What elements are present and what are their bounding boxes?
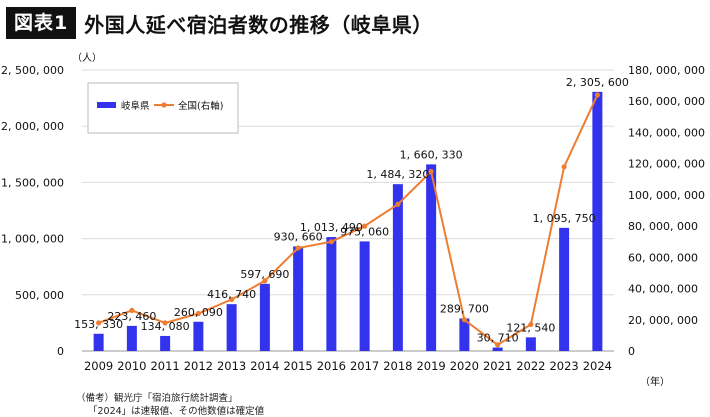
data-label: 260, 090 [174,306,223,319]
x-tick-label: 2010 [117,359,146,373]
data-label: 30, 710 [477,332,519,345]
bar [359,241,370,351]
bar [326,237,337,351]
right-axis-unit: （年） [640,375,670,388]
legend-swatch-bar [97,102,116,108]
line-path [98,94,599,347]
bar [525,337,536,351]
x-tick-label: 2018 [383,359,412,373]
right-tick-label: 20, 000, 000 [628,314,698,327]
data-label: 134, 080 [141,320,190,333]
figure-badge: 図表1 [6,7,77,39]
x-tick-label: 2024 [583,359,612,373]
line-point [362,223,368,229]
bar [160,335,171,351]
data-label: 1, 095, 750 [533,212,596,225]
x-tick-label: 2015 [283,359,312,373]
line-point [395,201,401,207]
bar-series [93,91,603,352]
x-tick-label: 2017 [350,359,379,373]
line-point [129,307,135,314]
x-tick-label: 2012 [184,359,213,373]
line-point [262,278,268,284]
left-tick-label: 1, 000, 000 [1,233,64,246]
legend: 岐阜県 全国(右軸) [87,82,239,134]
right-tick-label: 100, 000, 000 [628,189,705,202]
axes: 0 500, 000 1, 000, 000 1, 500, 000 2, 000, 0… [1,52,705,388]
footnote-note: 「2024」は速報値、その他数値は確定値 [88,406,265,417]
chart-header: 図表1 外国人延べ宿泊者数の推移（岐阜県） [6,6,433,40]
right-tick-label: 0 [628,345,635,358]
gridlines [82,69,614,352]
line-point [428,168,434,175]
bar [193,321,204,351]
data-label: 975, 060 [340,225,389,238]
data-label: 223, 460 [107,310,156,323]
x-tick-label: 2023 [549,359,578,373]
legend-label-line: 全国(右軸) [178,100,223,112]
bar [592,91,603,352]
bar [226,304,237,351]
legend-marker-line [161,102,167,108]
chart-title: 外国人延べ宿泊者数の推移（岐阜県） [84,12,433,37]
right-tick-label: 80, 000, 000 [628,220,698,233]
line-series [96,92,600,348]
x-tick-label: 2021 [483,359,512,373]
legend-label-bar: 岐阜県 [121,100,150,112]
x-tick-label: 2019 [416,359,445,373]
x-tick-label: 2013 [217,359,246,373]
right-tick-label: 180, 000, 000 [628,64,705,77]
left-tick-label: 2, 500, 000 [1,64,64,77]
left-axis-unit: （人） [72,52,102,64]
footnote-source: （備考）観光庁「宿泊旅行統計調査」 [76,393,238,404]
bar [293,246,304,351]
data-label: 1, 013, 490 [300,221,363,234]
x-tick-label: 2016 [317,359,346,373]
bar [426,164,437,351]
line-point [461,317,467,323]
right-tick-label: 120, 000, 000 [628,158,705,171]
right-tick-label: 60, 000, 000 [628,251,698,264]
bar [126,325,137,351]
line-point [295,245,301,251]
x-tick-label: 2009 [84,359,113,373]
data-label: 121, 540 [506,321,555,334]
left-tick-label: 0 [57,345,64,358]
bar [559,227,570,351]
right-tick-label: 40, 000, 000 [628,283,698,296]
bar [259,283,270,351]
bar [459,318,470,351]
right-tick-label: 160, 000, 000 [628,95,705,108]
line-point [162,320,168,326]
line-point [561,164,567,170]
data-label: 930, 660 [274,230,323,243]
data-label: 1, 484, 320 [366,168,429,181]
line-point [495,342,501,348]
line-point [328,239,334,245]
left-tick-label: 1, 500, 000 [1,176,64,189]
line-point [229,296,235,303]
bar [392,184,403,351]
line-point [96,320,102,326]
right-tick-label: 140, 000, 000 [628,126,705,139]
x-tick-label: 2020 [450,359,479,373]
data-label: 1, 660, 330 [400,148,463,161]
left-tick-label: 500, 000 [15,289,64,302]
bar [492,347,503,351]
data-label: 597, 690 [240,268,289,281]
line-point [528,321,534,328]
line-point [594,92,600,98]
x-tick-label: 2011 [150,359,179,373]
x-tick-label: 2014 [250,359,279,373]
left-tick-label: 2, 000, 000 [1,120,64,133]
x-tick-label: 2022 [516,359,545,373]
line-point [195,310,201,317]
data-label: 416, 740 [207,288,256,301]
data-label: 153, 330 [74,318,123,331]
data-label: 289, 700 [440,302,489,315]
bar [93,333,104,351]
data-label: 2, 305, 600 [566,76,629,89]
